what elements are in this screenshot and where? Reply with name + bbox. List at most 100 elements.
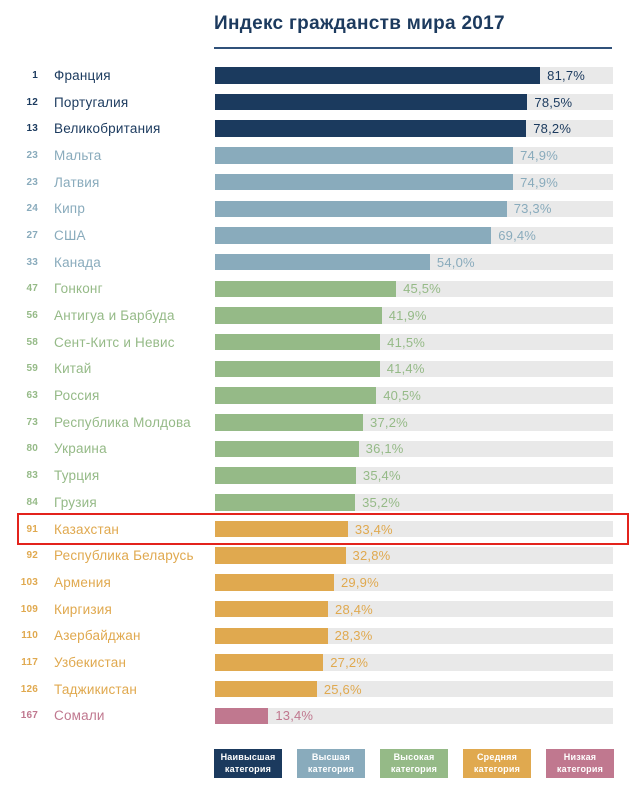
country-label: Антигуа и Барбуда xyxy=(54,308,175,324)
rank-label: 12 xyxy=(26,96,38,108)
chart-row: 117 Узбекистан 27,2% xyxy=(14,649,613,676)
value-label: 41,5% xyxy=(387,334,426,350)
value-label: 74,9% xyxy=(520,174,558,190)
rank-label: 103 xyxy=(20,576,38,588)
chart-title: Индекс гражданств мира 2017 xyxy=(214,13,505,34)
country-label: Великобритания xyxy=(54,121,161,137)
chart-row: 33 Канада 54,0% xyxy=(14,249,613,276)
bar-fill xyxy=(215,707,269,725)
value-label: 45,5% xyxy=(403,281,441,297)
country-label: Сомали xyxy=(54,708,105,724)
chart-row: 58 Сент-Китс и Невис 41,5% xyxy=(14,329,613,356)
value-label: 32,8% xyxy=(352,548,391,564)
bar-fill xyxy=(215,654,324,671)
bar-fill xyxy=(215,67,541,84)
chart-row: 47 Гонконг 45,5% xyxy=(14,276,613,303)
country-label: Киргизия xyxy=(54,601,113,617)
bar-fill xyxy=(215,600,329,618)
country-label: Гонконг xyxy=(54,281,103,297)
country-label: Канада xyxy=(54,254,101,270)
bar-fill xyxy=(215,627,328,645)
rank-label: 23 xyxy=(26,149,38,161)
bar-track: 45,5% xyxy=(215,280,613,298)
chart-row: 126 Таджикистан 25,6% xyxy=(14,676,613,703)
value-label: 35,4% xyxy=(362,468,401,484)
bar-fill xyxy=(215,520,348,538)
rank-label: 92 xyxy=(26,550,38,562)
bar-fill xyxy=(215,547,346,564)
bar-track: 74,9% xyxy=(215,147,613,164)
bar-track: 78,5% xyxy=(215,93,613,111)
bar-fill xyxy=(215,467,356,484)
country-label: Турция xyxy=(54,468,100,484)
bar-track: 41,9% xyxy=(215,307,613,324)
rank-label: 167 xyxy=(20,710,38,722)
chart-row: 23 Мальта 74,9% xyxy=(14,142,613,169)
rank-label: 80 xyxy=(26,443,38,455)
chart-row: 12 Португалия 78,5% xyxy=(14,89,613,116)
bar-track: 69,4% xyxy=(215,227,613,244)
country-label: Грузия xyxy=(54,494,97,510)
value-label: 81,7% xyxy=(547,67,586,83)
country-label: Украина xyxy=(54,441,107,457)
value-label: 41,9% xyxy=(388,308,427,324)
bar-fill xyxy=(215,494,356,511)
bar-track: 28,4% xyxy=(215,600,613,618)
bar-fill xyxy=(215,440,359,458)
bar-fill xyxy=(215,280,397,298)
chart-row: 73 Республика Молдова 37,2% xyxy=(14,409,613,436)
legend-item-label: Средняя категория xyxy=(473,751,521,774)
bar-track: 36,1% xyxy=(215,440,613,458)
chart-row: 80 Украина 36,1% xyxy=(14,436,613,463)
bar-fill xyxy=(215,680,317,698)
bar-track: 81,7% xyxy=(215,67,613,84)
rank-label: 59 xyxy=(26,363,38,375)
bar-track: 29,9% xyxy=(215,574,613,591)
rank-label: 56 xyxy=(26,310,38,322)
rank-label: 91 xyxy=(26,523,38,535)
bar-track: 40,5% xyxy=(215,387,613,404)
country-label: Россия xyxy=(54,388,100,404)
chart-legend: Наивысшая категория Высшая категория Выс… xyxy=(214,749,614,778)
legend-item: Высокая категория xyxy=(380,749,448,778)
value-label: 54,0% xyxy=(436,254,475,270)
country-label: США xyxy=(54,227,86,243)
chart-row: 167 Сомали 13,4% xyxy=(14,703,613,730)
country-label: Таджикистан xyxy=(54,681,137,697)
bar-track: 41,4% xyxy=(215,360,613,378)
chart-row: 83 Турция 35,4% xyxy=(14,462,613,489)
title-divider-line xyxy=(214,47,612,49)
value-label: 28,4% xyxy=(335,601,373,617)
bar-track: 74,9% xyxy=(215,173,613,191)
chart-row: 91 Казахстан 33,4% xyxy=(14,512,629,546)
bar-track: 37,2% xyxy=(215,414,613,431)
value-label: 33,4% xyxy=(354,521,393,537)
rank-label: 109 xyxy=(20,603,38,615)
country-label: Республика Беларусь xyxy=(54,548,194,564)
country-label: Республика Молдова xyxy=(54,414,191,430)
value-label: 78,2% xyxy=(533,121,572,137)
bar-fill xyxy=(215,120,527,137)
value-label: 29,9% xyxy=(341,574,379,590)
bar-track: 27,2% xyxy=(215,654,613,671)
legend-item: Наивысшая категория xyxy=(214,749,282,778)
value-label: 78,5% xyxy=(534,94,573,110)
chart-row: 110 Азербайджан 28,3% xyxy=(14,622,613,649)
rank-label: 63 xyxy=(26,390,38,402)
country-label: Китай xyxy=(54,361,92,377)
bar-fill xyxy=(215,333,381,351)
country-label: Сент-Китс и Невис xyxy=(54,334,175,350)
rank-label: 23 xyxy=(26,176,38,188)
chart-row: 103 Армения 29,9% xyxy=(14,569,613,596)
bar-track: 28,3% xyxy=(215,627,613,645)
bar-fill xyxy=(215,574,334,591)
chart-row: 13 Великобритания 78,2% xyxy=(14,115,613,142)
chart-row: 56 Антигуа и Барбуда 41,9% xyxy=(14,302,613,329)
value-label: 25,6% xyxy=(323,681,362,697)
value-label: 37,2% xyxy=(370,414,408,430)
legend-item: Средняя категория xyxy=(463,749,531,778)
rank-label: 58 xyxy=(26,336,38,348)
bar-fill xyxy=(215,227,492,244)
value-label: 69,4% xyxy=(498,227,537,243)
